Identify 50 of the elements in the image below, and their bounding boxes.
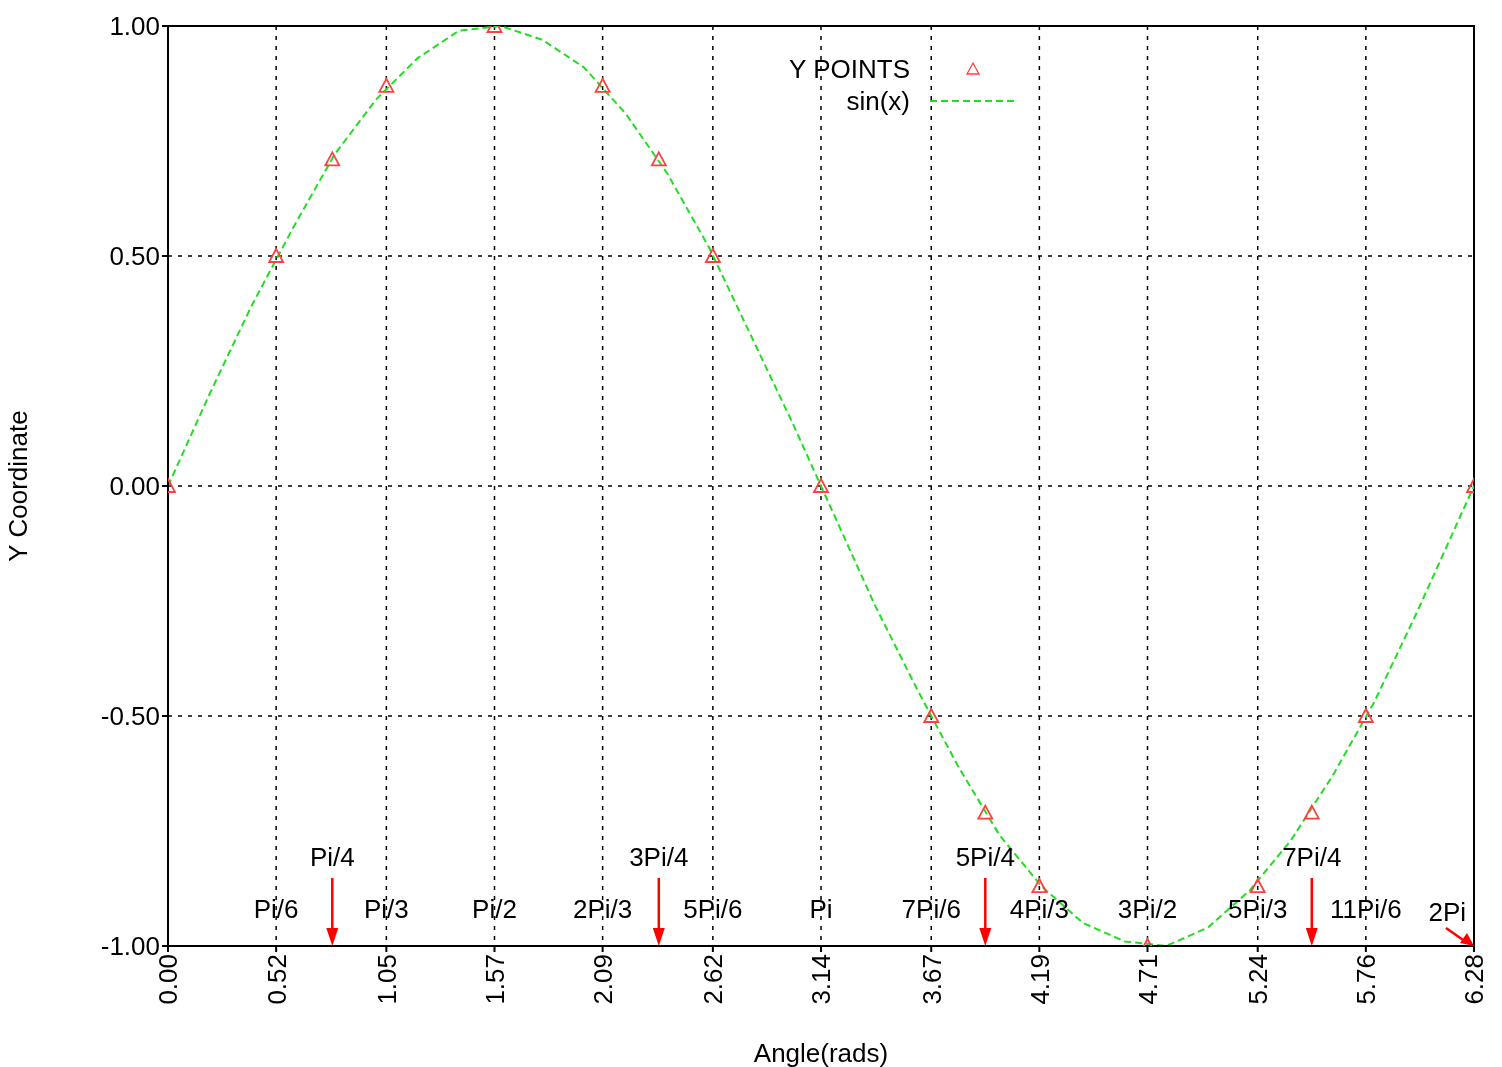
x-tick-label: 4.71	[1132, 954, 1163, 1005]
point	[268, 248, 285, 263]
point	[813, 478, 829, 493]
y-tick-label: -0.50	[100, 701, 160, 732]
point	[1249, 878, 1266, 894]
y-tick-label: 1.00	[109, 11, 160, 42]
legend-label: Y POINTS	[789, 53, 910, 85]
point	[977, 804, 994, 820]
annotation: 7Pi/4	[1282, 842, 1342, 872]
y-tick-label: 0.50	[109, 241, 160, 272]
annotation: 5Pi/4	[955, 842, 1015, 872]
annotation: Pi	[809, 894, 833, 924]
y-tick-label: -1.00	[100, 931, 160, 962]
x-tick-label: 6.28	[1459, 954, 1490, 1005]
point	[378, 77, 395, 93]
x-tick-label: 2.09	[588, 954, 619, 1005]
x-tick-label: 5.24	[1243, 954, 1274, 1005]
point	[650, 151, 667, 167]
point	[324, 151, 341, 167]
x-tick-label: 3.67	[916, 954, 947, 1005]
point	[1303, 804, 1320, 820]
point	[704, 248, 721, 263]
x-axis-title: Angle(rads)	[753, 1038, 889, 1067]
annotation: Pi/3	[363, 894, 409, 924]
x-tick-label: 1.05	[371, 954, 402, 1005]
annotation: 4Pi/3	[1009, 894, 1069, 924]
x-tick-label: 5.76	[1351, 954, 1382, 1005]
x-tick-label: 4.19	[1024, 954, 1055, 1005]
annotation: Pi/2	[472, 894, 517, 924]
annotation: Pi/6	[253, 894, 299, 924]
legend-label: sin(x)	[846, 85, 910, 117]
x-tick-label: 2.62	[698, 954, 729, 1005]
annotation: 3Pi/4	[629, 842, 689, 872]
annotation: 2Pi/3	[573, 894, 633, 924]
annotation: 2Pi	[1428, 897, 1466, 927]
y-axis-title: Y Coordinate	[3, 410, 34, 562]
annotation: 3Pi/2	[1117, 894, 1178, 924]
annotation: Pi/4	[309, 842, 355, 872]
annotation: 5Pi/6	[683, 894, 743, 924]
point	[594, 77, 611, 93]
annotation: 11Pi/6	[1329, 894, 1402, 924]
y-tick-label: 0.00	[109, 471, 160, 502]
point	[1357, 708, 1374, 723]
point	[1031, 878, 1048, 894]
point	[923, 708, 940, 723]
x-tick-label: 0.52	[261, 954, 292, 1005]
x-tick-label: 1.57	[479, 954, 510, 1005]
x-tick-label: 3.14	[806, 954, 837, 1005]
annotation: 5Pi/3	[1228, 894, 1288, 924]
annotation: 7Pi/6	[901, 894, 961, 924]
